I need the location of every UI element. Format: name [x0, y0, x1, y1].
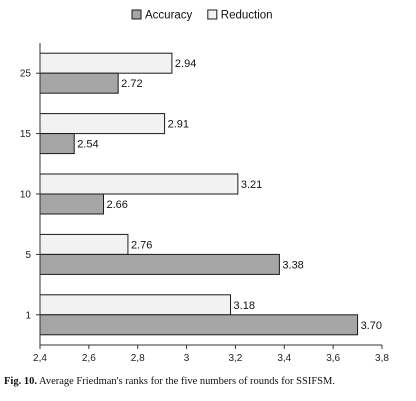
y-tick-label: 10 — [20, 190, 32, 201]
bar-accuracy-10 — [39, 193, 105, 215]
legend-swatch-accuracy — [131, 9, 142, 20]
data-label-accuracy: 2.54 — [77, 139, 98, 151]
x-tick-label: 3 — [184, 353, 190, 364]
bar-reduction-15 — [39, 113, 166, 135]
bar-reduction-10 — [39, 173, 239, 195]
legend-label-accuracy: Accuracy — [145, 10, 193, 22]
data-label-reduction: 2.91 — [168, 119, 189, 131]
data-label-accuracy: 2.66 — [107, 199, 128, 211]
data-label-accuracy: 2.72 — [121, 78, 142, 90]
bar-accuracy-5 — [39, 253, 280, 275]
bars-group: 3.18 3.70 2.76 3.38 3.21 2.66 2.91 2.54 2.94 2.72 — [39, 52, 382, 336]
data-label-reduction: 3.18 — [234, 300, 255, 312]
x-tick-label: 2,6 — [82, 353, 96, 364]
x-tick-label: 2,4 — [33, 353, 47, 364]
bar-reduction-25 — [39, 52, 173, 74]
legend: Accuracy Reduction — [131, 9, 273, 22]
y-tick-label: 15 — [20, 129, 32, 140]
y-tick-label: 5 — [25, 250, 31, 261]
bar-reduction-1 — [39, 294, 232, 316]
data-label-reduction: 2.94 — [175, 58, 196, 70]
data-label-accuracy: 3.38 — [282, 259, 303, 271]
caption-text: Average Friedman's ranks for the five nu… — [39, 376, 335, 387]
bar-chart: Accuracy Reduction 3.18 3.70 2.76 3.38 3.21 2.… — [20, 9, 389, 364]
figure-caption: Fig. 10. Average Friedman's ranks for th… — [4, 376, 414, 387]
bar-accuracy-15 — [39, 133, 75, 155]
x-tick-label: 3,4 — [277, 353, 291, 364]
data-label-accuracy: 3.70 — [361, 320, 382, 332]
bar-accuracy-1 — [39, 314, 359, 336]
x-tick-label: 2,8 — [131, 353, 145, 364]
legend-swatch-reduction — [207, 9, 218, 20]
data-label-reduction: 3.21 — [241, 179, 262, 191]
data-label-reduction: 2.76 — [131, 239, 152, 251]
x-tick-label: 3,6 — [326, 353, 340, 364]
y-tick-label: 1 — [25, 310, 31, 321]
legend-label-reduction: Reduction — [221, 10, 273, 22]
bar-accuracy-25 — [39, 72, 119, 94]
y-tick-label: 25 — [20, 69, 32, 80]
x-tick-label: 3,8 — [375, 353, 389, 364]
bar-reduction-5 — [39, 233, 129, 255]
figure-label: Fig. 10. — [4, 376, 37, 387]
x-tick-label: 3,2 — [228, 353, 242, 364]
